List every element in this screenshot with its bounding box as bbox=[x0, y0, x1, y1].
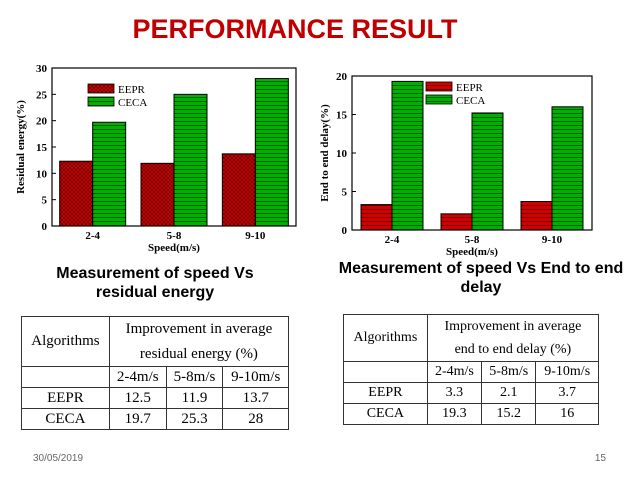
y-tick-label: 0 bbox=[342, 225, 348, 237]
chart2-caption: Measurement of speed Vs End to end delay bbox=[338, 260, 624, 296]
y-tick-label: 5 bbox=[42, 195, 48, 207]
legend-swatch-eepr bbox=[87, 83, 115, 94]
bar-ceca bbox=[254, 78, 289, 227]
bar-eepr bbox=[440, 213, 473, 231]
improvement-header-line1: Improvement in average bbox=[426, 314, 600, 340]
table-cell: 11.9 bbox=[165, 387, 224, 409]
algorithm-name: CECA bbox=[343, 403, 428, 425]
table-cell: 13.7 bbox=[222, 387, 289, 409]
x-tick-label: 2-4 bbox=[385, 234, 400, 246]
legend-swatch-ceca bbox=[425, 94, 453, 105]
x-tick-label: 2-4 bbox=[85, 230, 100, 242]
x-axis-label: Speed(m/s) bbox=[446, 246, 498, 258]
speed-header: 2-4m/s bbox=[108, 366, 167, 388]
table-cell: 3.3 bbox=[426, 382, 483, 404]
speed-header: 9-10m/s bbox=[535, 361, 599, 383]
algorithm-name: EEPR bbox=[21, 387, 110, 409]
y-tick-label: 10 bbox=[336, 148, 348, 160]
table-cell: 16 bbox=[535, 403, 599, 425]
bar-ceca bbox=[471, 112, 504, 231]
bar-eepr bbox=[360, 204, 393, 231]
algorithm-name: CECA bbox=[21, 408, 110, 430]
legend-label-ceca: CECA bbox=[118, 97, 147, 109]
table-cell: 3.7 bbox=[535, 382, 599, 404]
algorithm-name: EEPR bbox=[343, 382, 428, 404]
bar-ceca bbox=[551, 106, 584, 231]
y-tick-label: 15 bbox=[336, 110, 348, 122]
improvement-header-line2: end to end delay (%) bbox=[426, 339, 600, 362]
empty-cell bbox=[343, 361, 428, 383]
bar-eepr bbox=[221, 153, 256, 227]
table-row: CECA 19.7 25.3 28 bbox=[21, 408, 289, 430]
algorithms-header: Algorithms bbox=[343, 314, 428, 362]
chart1-caption: Measurement of speed Vs residual energy bbox=[56, 265, 254, 301]
table-row: EEPR 3.3 2.1 3.7 bbox=[343, 382, 599, 404]
speed-header: 9-10m/s bbox=[222, 366, 289, 388]
speed-header: 2-4m/s bbox=[426, 361, 483, 383]
x-tick-label: 9-10 bbox=[542, 234, 563, 246]
residual-energy-table: Algorithms Improvement in average residu… bbox=[21, 316, 290, 430]
table-cell: 19.7 bbox=[108, 408, 167, 430]
legend-label-eepr: EEPR bbox=[456, 82, 484, 94]
algorithms-header: Algorithms bbox=[21, 316, 110, 367]
y-tick-label: 0 bbox=[42, 221, 48, 233]
residual-energy-chart: 0 5 10 15 20 25 30 2-4 5-8 9-10 Speed(m/s) Residual… bbox=[15, 63, 297, 254]
bar-ceca bbox=[92, 121, 127, 227]
footer-page-number: 15 bbox=[594, 453, 606, 464]
bar-eepr bbox=[140, 162, 175, 227]
improvement-header-line1: Improvement in average bbox=[108, 316, 290, 343]
bar-eepr bbox=[520, 201, 553, 231]
table-cell: 28 bbox=[222, 408, 289, 430]
y-tick-label: 5 bbox=[342, 187, 348, 199]
x-axis-label: Speed(m/s) bbox=[148, 242, 200, 254]
table-cell: 15.2 bbox=[481, 403, 537, 425]
y-tick-label: 20 bbox=[36, 116, 48, 128]
speed-header: 5-8m/s bbox=[481, 361, 537, 383]
end-to-end-delay-table: Algorithms Improvement in average end to… bbox=[343, 314, 600, 425]
table-cell: 19.3 bbox=[426, 403, 483, 425]
legend-swatch-ceca bbox=[87, 96, 115, 107]
y-tick-label: 25 bbox=[36, 89, 48, 101]
y-tick-label: 15 bbox=[36, 142, 48, 154]
x-tick-label: 5-8 bbox=[465, 234, 480, 246]
x-tick-label: 9-10 bbox=[245, 230, 266, 242]
legend-label-eepr: EEPR bbox=[118, 84, 146, 96]
table-cell: 2.1 bbox=[481, 382, 537, 404]
y-axis-label: Residual energy(%) bbox=[15, 100, 27, 194]
x-tick-label: 5-8 bbox=[167, 230, 182, 242]
speed-header: 5-8m/s bbox=[165, 366, 224, 388]
bar-ceca bbox=[173, 93, 208, 227]
table-row: CECA 19.3 15.2 16 bbox=[343, 403, 599, 425]
y-tick-label: 10 bbox=[36, 168, 48, 180]
empty-cell bbox=[21, 366, 110, 388]
table-cell: 25.3 bbox=[165, 408, 224, 430]
y-axis-label: End to end delay(%) bbox=[319, 104, 331, 202]
improvement-header-line2: residual energy (%) bbox=[108, 342, 290, 367]
y-tick-label: 20 bbox=[336, 71, 348, 83]
y-tick-label: 30 bbox=[36, 63, 48, 75]
legend-swatch-eepr bbox=[425, 81, 453, 92]
slide-title: PERFORMANCE RESULT bbox=[132, 14, 458, 44]
bar-eepr bbox=[59, 160, 94, 227]
end-to-end-delay-chart: 0 5 10 15 20 2-4 5-8 9-10 Speed(m/s) End to end d… bbox=[319, 71, 593, 258]
legend-label-ceca: CECA bbox=[456, 95, 485, 107]
bar-ceca bbox=[391, 80, 424, 231]
table-cell: 12.5 bbox=[108, 387, 167, 409]
table-row: EEPR 12.5 11.9 13.7 bbox=[21, 387, 289, 409]
footer-date: 30/05/2019 bbox=[33, 453, 84, 464]
